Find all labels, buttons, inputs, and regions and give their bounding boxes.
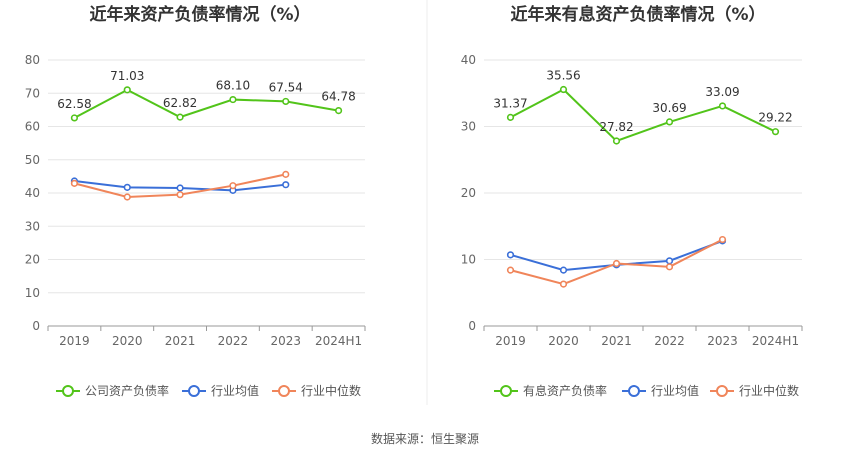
y-tick-label: 50 xyxy=(25,153,40,167)
x-tick-label: 2019 xyxy=(495,334,526,348)
data-point xyxy=(506,251,515,259)
y-tick-label: 0 xyxy=(468,319,476,333)
data-point xyxy=(123,193,131,201)
data-point xyxy=(176,191,184,199)
legend-label: 公司资产负债率 xyxy=(85,383,169,398)
data-point xyxy=(559,280,568,288)
x-tick-label: 2024H1 xyxy=(315,334,362,348)
data-point xyxy=(229,182,237,190)
data-point xyxy=(282,97,290,106)
data-label: 67.54 xyxy=(269,80,303,94)
data-label: 31.37 xyxy=(493,96,527,110)
data-point xyxy=(282,170,290,178)
series-line xyxy=(510,88,776,143)
data-label: 62.58 xyxy=(57,97,91,111)
y-tick-label: 40 xyxy=(25,186,40,200)
legend-marker xyxy=(716,385,728,397)
debt-ratio-chart: 近年来资产负债率情况（%） 0 10 20 30 40 50 60 70 80 2019 2020 20… xyxy=(25,4,366,398)
data-point xyxy=(559,85,568,94)
x-tick-label: 2022 xyxy=(654,334,685,348)
chart-title: 近年来资产负债率情况（%） xyxy=(89,4,310,25)
data-label: 29.22 xyxy=(758,111,792,125)
legend-label: 行业中位数 xyxy=(739,383,799,398)
y-tick-label: 20 xyxy=(25,253,40,267)
chart-title: 近年来有息资产负债率情况（%） xyxy=(510,4,765,25)
data-point xyxy=(176,184,184,192)
data-point xyxy=(70,114,79,122)
data-point xyxy=(612,259,621,268)
data-point xyxy=(771,128,780,136)
data-point xyxy=(229,95,237,104)
y-tick-label: 30 xyxy=(461,120,476,134)
data-label: 30.69 xyxy=(652,101,686,115)
data-point xyxy=(506,266,515,274)
legend-label: 行业均值 xyxy=(211,383,259,398)
data-label: 62.82 xyxy=(163,96,197,110)
x-tick-label: 2023 xyxy=(707,334,738,348)
data-point xyxy=(665,257,674,265)
legend-marker xyxy=(500,385,512,397)
data-label: 64.78 xyxy=(321,90,355,104)
x-tick-label: 2024H1 xyxy=(752,334,799,348)
data-point xyxy=(718,235,727,244)
data-point xyxy=(665,263,674,271)
y-tick-label: 40 xyxy=(461,53,476,67)
data-point xyxy=(123,86,131,94)
series-line xyxy=(73,88,339,119)
data-point xyxy=(334,107,343,115)
x-tick-label: 2019 xyxy=(59,334,90,348)
interest-bearing-debt-ratio-chart: 近年来有息资产负债率情况（%） 0 10 20 30 40 2019 2020 2021 2022… xyxy=(461,4,803,398)
data-point xyxy=(282,181,290,189)
x-tick-label: 2021 xyxy=(601,334,632,348)
legend-label: 行业均值 xyxy=(651,383,699,398)
legend-marker xyxy=(62,385,74,397)
data-point xyxy=(665,118,674,126)
data-point xyxy=(70,179,79,187)
y-tick-label: 10 xyxy=(25,286,40,300)
x-tick-label: 2023 xyxy=(270,334,301,348)
data-point xyxy=(612,137,621,145)
data-label: 71.03 xyxy=(110,69,144,83)
y-tick-label: 20 xyxy=(461,186,476,200)
legend-marker xyxy=(188,385,200,397)
y-tick-label: 80 xyxy=(25,53,40,67)
data-point xyxy=(718,102,727,110)
legend-marker xyxy=(278,385,290,397)
data-label: 35.56 xyxy=(546,69,580,83)
legend-label: 行业中位数 xyxy=(301,383,361,398)
legend-label: 有息资产负债率 xyxy=(523,383,607,398)
data-point xyxy=(123,183,131,191)
data-point xyxy=(176,113,184,121)
x-tick-label: 2022 xyxy=(218,334,249,348)
y-tick-label: 0 xyxy=(32,319,40,333)
x-tick-label: 2021 xyxy=(165,334,196,348)
x-tick-label: 2020 xyxy=(548,334,579,348)
y-tick-label: 30 xyxy=(25,219,40,233)
source-text: 数据来源：恒生聚源 xyxy=(371,431,479,446)
data-point xyxy=(506,113,515,121)
y-tick-label: 10 xyxy=(461,253,476,267)
y-tick-label: 70 xyxy=(25,86,40,100)
data-label: 27.82 xyxy=(599,120,633,134)
legend-marker xyxy=(628,385,640,397)
y-tick-label: 60 xyxy=(25,120,40,134)
data-point xyxy=(559,266,568,274)
data-label: 68.10 xyxy=(216,79,250,93)
x-tick-label: 2020 xyxy=(112,334,143,348)
data-label: 33.09 xyxy=(705,85,739,99)
